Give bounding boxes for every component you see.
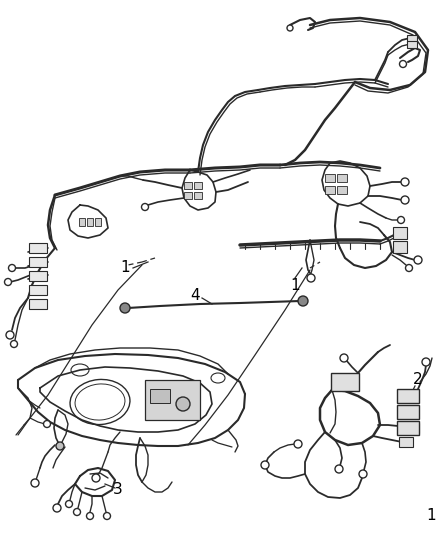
Bar (29, 243, 47, 253)
Text: 2: 2 (413, 373, 423, 387)
Circle shape (340, 354, 348, 362)
Bar (79, 218, 85, 226)
Bar (337, 186, 347, 194)
Text: 1: 1 (426, 508, 435, 523)
Bar (407, 41, 417, 47)
Bar (87, 218, 93, 226)
Bar (331, 373, 359, 391)
Circle shape (401, 196, 409, 204)
Bar (397, 421, 419, 435)
Circle shape (11, 341, 18, 348)
Bar (29, 285, 47, 295)
Circle shape (86, 513, 93, 520)
Bar (150, 389, 170, 403)
Bar (397, 405, 419, 419)
Bar (405, 423, 419, 433)
Circle shape (176, 397, 190, 411)
Circle shape (261, 461, 269, 469)
Circle shape (4, 279, 11, 286)
Text: 4: 4 (190, 287, 200, 303)
Bar (95, 218, 101, 226)
Bar (184, 182, 192, 189)
Circle shape (66, 500, 73, 507)
Text: 1: 1 (290, 278, 300, 293)
Circle shape (398, 216, 405, 223)
Circle shape (422, 358, 430, 366)
Circle shape (43, 421, 50, 427)
Bar (337, 174, 347, 182)
Bar (194, 182, 202, 189)
Circle shape (120, 303, 130, 313)
Bar (29, 257, 47, 267)
Bar (407, 35, 417, 42)
Circle shape (406, 264, 413, 271)
Circle shape (307, 274, 315, 282)
Circle shape (6, 331, 14, 339)
Circle shape (53, 504, 61, 512)
Text: 3: 3 (113, 482, 123, 497)
Bar (397, 389, 419, 403)
Circle shape (401, 178, 409, 186)
Circle shape (399, 61, 406, 68)
Circle shape (31, 479, 39, 487)
Bar (325, 174, 335, 182)
Circle shape (8, 264, 15, 271)
Circle shape (294, 440, 302, 448)
Circle shape (287, 25, 293, 31)
Circle shape (298, 296, 308, 306)
Circle shape (414, 256, 422, 264)
Circle shape (103, 513, 110, 520)
Circle shape (74, 508, 81, 515)
Circle shape (56, 442, 64, 450)
Circle shape (92, 474, 100, 482)
Bar (29, 271, 47, 281)
Circle shape (359, 470, 367, 478)
Text: 1: 1 (120, 261, 130, 276)
Bar (29, 299, 47, 309)
Bar (145, 380, 199, 420)
Bar (399, 437, 413, 447)
Bar (393, 227, 407, 239)
Bar (393, 241, 407, 253)
Circle shape (141, 204, 148, 211)
Bar (325, 186, 335, 194)
Bar (184, 191, 192, 198)
Bar (194, 191, 202, 198)
Circle shape (335, 465, 343, 473)
